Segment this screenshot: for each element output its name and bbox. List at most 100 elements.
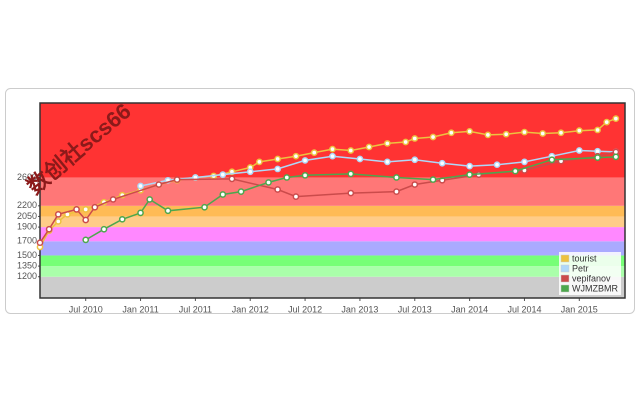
- data-point: [246, 168, 254, 176]
- data-point: [137, 182, 144, 190]
- rating-band: [40, 241, 625, 256]
- data-point: [265, 179, 272, 186]
- data-point: [109, 196, 117, 203]
- x-tick-label: Jan 2015: [561, 304, 598, 314]
- data-point: [54, 210, 62, 218]
- data-point: [155, 181, 163, 188]
- rating-band: [40, 177, 625, 206]
- data-point: [356, 155, 364, 163]
- legend-swatch: [560, 284, 570, 293]
- data-point: [54, 218, 62, 225]
- data-point: [539, 130, 547, 137]
- data-point: [45, 225, 53, 233]
- data-point: [219, 191, 227, 198]
- data-point: [557, 129, 565, 137]
- data-point: [347, 189, 355, 197]
- data-point: [82, 236, 90, 244]
- data-point: [603, 118, 611, 126]
- x-tick-label: Jul 2012: [288, 304, 322, 314]
- data-point: [393, 174, 400, 181]
- legend-label: vepifanov: [572, 273, 611, 283]
- data-point: [466, 162, 473, 170]
- data-point: [310, 149, 318, 156]
- legend-label: tourist: [572, 253, 597, 263]
- data-point: [82, 206, 90, 213]
- data-point: [484, 131, 492, 139]
- data-point: [393, 188, 400, 195]
- data-point: [347, 170, 355, 178]
- data-point: [383, 140, 391, 147]
- rating-band: [40, 216, 625, 228]
- data-point: [237, 188, 245, 195]
- y-tick-label: 2200: [17, 200, 37, 210]
- data-point: [521, 158, 528, 166]
- data-point: [502, 130, 510, 138]
- data-point: [329, 145, 336, 153]
- data-point: [575, 147, 583, 154]
- data-point: [466, 128, 473, 135]
- data-point: [383, 158, 391, 166]
- data-point: [347, 147, 355, 154]
- data-point: [329, 152, 336, 160]
- x-tick-label: Jan 2014: [451, 304, 488, 314]
- data-point: [447, 129, 455, 137]
- data-point: [411, 135, 419, 142]
- data-point: [100, 225, 108, 233]
- plot-border: [39, 102, 626, 299]
- data-point: [164, 207, 172, 215]
- x-tick-label: Jan 2011: [122, 304, 158, 314]
- rating-band: [40, 266, 625, 277]
- data-point: [594, 154, 601, 161]
- data-point: [429, 133, 437, 141]
- x-tick-label: Jul 2013: [398, 304, 432, 314]
- data-point: [292, 152, 300, 160]
- data-point: [274, 186, 282, 193]
- data-point: [283, 174, 291, 181]
- x-tick-label: Jan 2013: [341, 304, 378, 314]
- data-point: [73, 206, 80, 213]
- data-point: [402, 138, 409, 146]
- data-point: [301, 157, 309, 164]
- legend-box: [559, 252, 621, 295]
- data-point: [173, 176, 181, 183]
- data-point: [612, 115, 620, 122]
- x-tick-label: Jul 2014: [507, 304, 541, 314]
- data-point: [429, 176, 437, 183]
- rating-band: [40, 227, 625, 242]
- data-point: [365, 143, 373, 151]
- x-tick-label: Jul 2010: [69, 304, 103, 314]
- y-tick-label: 1900: [17, 221, 37, 231]
- legend-swatch: [560, 264, 570, 273]
- legend-label: Petr: [572, 263, 589, 273]
- legend-label: WJMZBMR: [572, 283, 618, 293]
- data-point: [466, 171, 473, 178]
- data-point: [594, 126, 601, 134]
- legend-swatch: [560, 254, 570, 263]
- data-point: [301, 171, 309, 179]
- data-point: [146, 196, 154, 203]
- data-point: [219, 171, 227, 178]
- x-tick-label: Jul 2011: [179, 304, 212, 314]
- data-point: [575, 127, 583, 135]
- data-point: [548, 156, 556, 164]
- data-point: [82, 216, 90, 224]
- y-tick-label: 2600: [17, 172, 37, 182]
- data-point: [274, 165, 282, 173]
- x-tick-label: Jan 2012: [232, 304, 269, 314]
- data-point: [411, 181, 419, 188]
- y-tick-label: 1500: [17, 250, 37, 260]
- y-tick-label: 1350: [17, 260, 37, 270]
- legend-swatch: [560, 274, 570, 283]
- rating-band: [40, 103, 625, 178]
- y-tick-label: 2050: [17, 211, 37, 221]
- data-point: [612, 153, 620, 161]
- data-point: [91, 203, 99, 211]
- data-point: [137, 209, 144, 217]
- data-point: [228, 175, 236, 183]
- data-point: [493, 161, 501, 169]
- data-point: [438, 159, 446, 167]
- data-point: [36, 239, 44, 247]
- data-point: [201, 203, 208, 211]
